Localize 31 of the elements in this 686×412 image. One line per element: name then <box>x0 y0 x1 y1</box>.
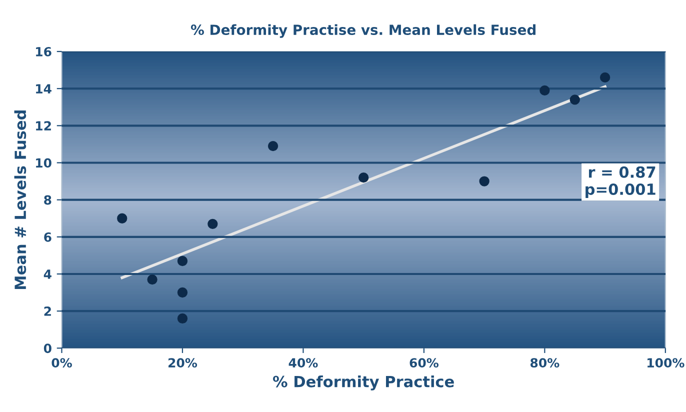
point <box>540 85 550 96</box>
point <box>268 140 278 152</box>
point <box>570 94 580 105</box>
point <box>177 256 188 266</box>
x-tick-label: 20% <box>168 358 198 368</box>
point <box>208 218 218 230</box>
annotation: r = 0.87 p=0.001 <box>586 166 656 198</box>
x-axis-title: % Deformity Practice <box>273 376 454 390</box>
point <box>177 287 188 298</box>
y-tick-label: 4 <box>44 270 52 279</box>
x-tick-label: 0% <box>52 358 72 368</box>
y-tick-label: 0 <box>44 344 52 354</box>
y-tick-label: 14 <box>36 84 52 94</box>
point <box>479 176 490 186</box>
point <box>358 172 369 183</box>
y-tick-label: 12 <box>36 121 51 130</box>
y-tick-label: 2 <box>44 306 51 316</box>
y-tick-label: 6 <box>44 232 52 242</box>
y-tick-label: 16 <box>36 46 52 56</box>
point <box>177 313 188 324</box>
x-tick-label: 100% <box>648 358 684 368</box>
x-tick-label: 80% <box>530 358 560 368</box>
y-tick-label: 10 <box>36 158 52 168</box>
point <box>117 213 128 224</box>
y-tick-label: 8 <box>44 195 52 205</box>
point <box>147 274 158 285</box>
x-tick-label: 40% <box>288 358 318 368</box>
x-tick-label: 60% <box>410 358 439 368</box>
y-axis-title: Mean # Levels Fused <box>14 110 26 290</box>
point <box>600 72 610 83</box>
chart-title: % Deformity Practise vs. Mean Levels Fused <box>190 24 536 38</box>
